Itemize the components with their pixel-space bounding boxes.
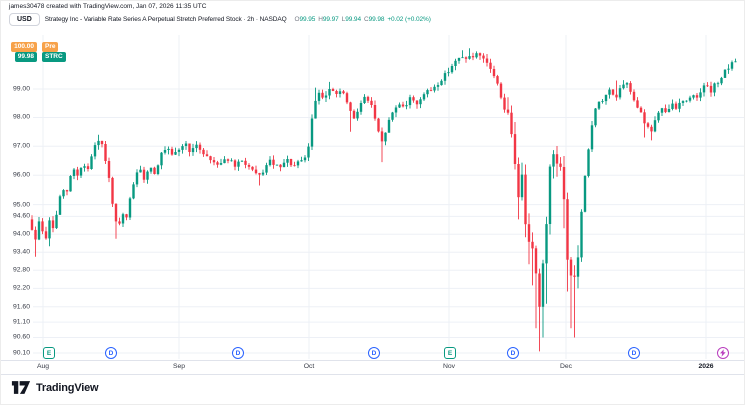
- high-value: 99.97: [322, 16, 339, 23]
- month-label: Sep: [172, 363, 186, 370]
- symbol-title: Strategy Inc - Variable Rate Series A Pe…: [44, 16, 287, 23]
- tradingview-logo-icon: [11, 381, 31, 394]
- attribution-text: james30478 created with TradingView.com,…: [9, 3, 207, 10]
- price-label: 93.40: [1, 247, 30, 257]
- ticker-badge: STRC: [42, 52, 66, 62]
- ohlc-values: O99.95 H99.97 L99.94 C99.98 +0.02 (+0.02%): [292, 16, 431, 23]
- dividend-icon[interactable]: D: [368, 347, 380, 359]
- dividend-icon[interactable]: D: [507, 347, 519, 359]
- month-label: 2026: [698, 363, 714, 370]
- close-label: C: [363, 16, 369, 23]
- flash-icon[interactable]: [717, 347, 729, 359]
- premarket-tag-badge: Pre: [42, 42, 59, 52]
- price-label: 90.10: [1, 348, 30, 358]
- price-label: 90.60: [1, 332, 30, 342]
- price-label: 97.00: [1, 141, 30, 151]
- tradingview-logo[interactable]: TradingView: [11, 380, 99, 395]
- month-label: Oct: [303, 363, 315, 370]
- month-label: Nov: [442, 363, 456, 370]
- low-value: 99.94: [345, 16, 361, 23]
- earnings-icon[interactable]: E: [444, 347, 456, 359]
- time-axis-bottom-border: [1, 374, 744, 375]
- price-label: 94.00: [1, 229, 30, 239]
- dividend-icon[interactable]: D: [628, 347, 640, 359]
- price-label: 92.80: [1, 265, 30, 275]
- time-axis-separator: [1, 360, 744, 361]
- dividend-icon[interactable]: D: [232, 347, 244, 359]
- close-value: 99.98: [368, 16, 385, 23]
- price-label: 95.00: [1, 200, 30, 210]
- price-label: 94.60: [1, 211, 30, 221]
- open-label: O: [294, 16, 300, 23]
- price-label: 91.10: [1, 317, 30, 327]
- month-label: Dec: [559, 363, 573, 370]
- earnings-icon[interactable]: E: [43, 347, 55, 359]
- change-value: +0.02 (+0.02%): [387, 16, 431, 23]
- high-label: H: [318, 16, 323, 23]
- month-label: Aug: [36, 363, 50, 370]
- currency-button[interactable]: USD: [9, 13, 40, 26]
- lightning-bolt-icon: [720, 349, 726, 357]
- price-label: 92.20: [1, 283, 30, 293]
- last-price-badge: 99.98: [14, 52, 37, 62]
- price-label: 98.00: [1, 112, 30, 122]
- tradingview-logo-text: TradingView: [36, 381, 99, 394]
- open-value: 99.95: [299, 16, 316, 23]
- low-label: L: [341, 16, 346, 23]
- price-label: 96.00: [1, 170, 30, 180]
- price-label: 99.00: [1, 84, 30, 94]
- price-label: 91.60: [1, 302, 30, 312]
- symbol-row: USD Strategy Inc - Variable Rate Series …: [9, 12, 431, 27]
- premarket-price-badge: 100.00: [11, 42, 37, 52]
- dividend-icon[interactable]: D: [105, 347, 117, 359]
